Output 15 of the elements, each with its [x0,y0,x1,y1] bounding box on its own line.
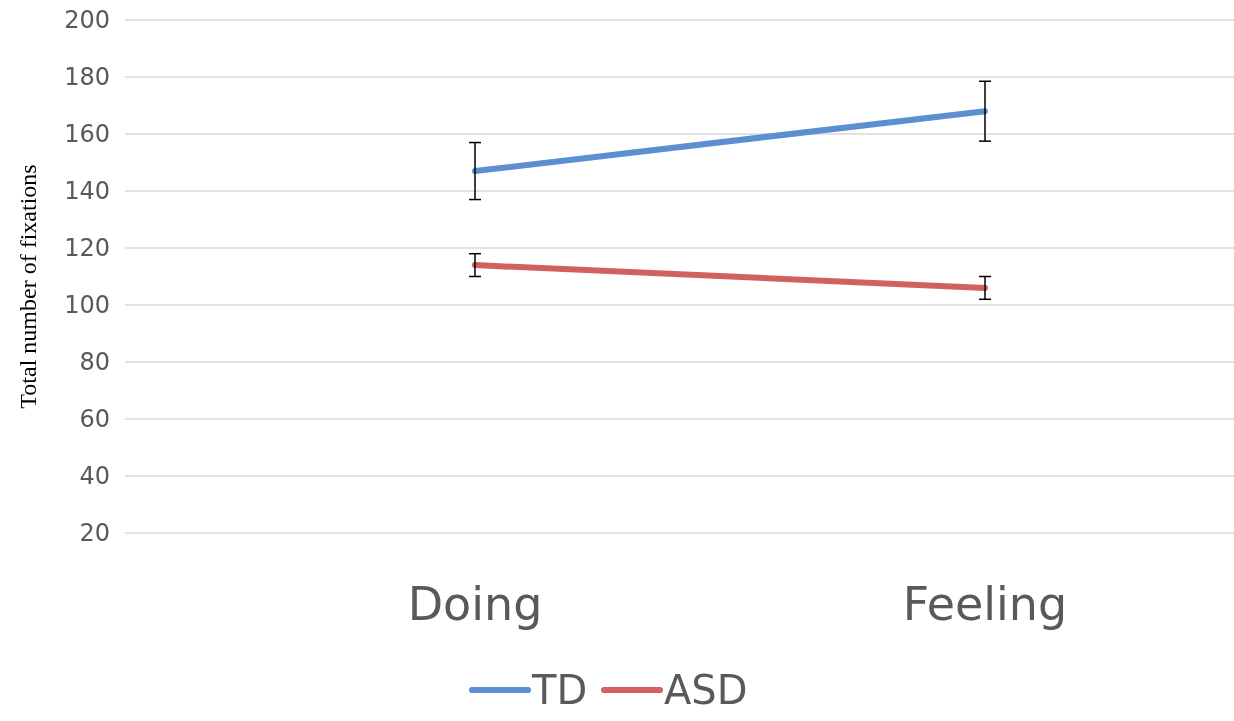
y-tick-label: 80 [79,348,110,377]
y-tick-label: 120 [64,234,110,263]
y-tick-label: 180 [64,63,110,92]
x-tick-label: Feeling [902,577,1068,631]
legend-label: ASD [664,667,748,713]
y-tick-label: 100 [64,291,110,320]
legend-label: TD [531,667,588,713]
y-tick-label: 140 [64,177,110,206]
x-tick-label: Doing [407,577,543,631]
y-axis-title: Total number of fixations [15,164,41,409]
y-tick-label: 200 [64,6,110,35]
y-tick-label: 20 [79,519,110,548]
y-tick-label: 160 [64,120,110,149]
y-tick-label: 40 [79,462,110,491]
y-tick-label: 60 [79,405,110,434]
